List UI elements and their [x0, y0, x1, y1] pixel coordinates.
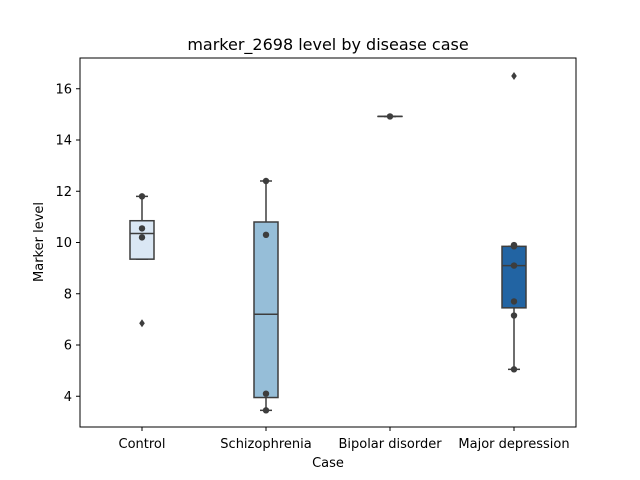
- box-group: [129, 193, 155, 328]
- y-axis-label: Marker level: [32, 202, 47, 282]
- x-tick-label: Control: [119, 437, 166, 452]
- plot-area: [129, 71, 527, 414]
- data-point: [510, 366, 518, 373]
- y-tick-label: 10: [55, 236, 72, 251]
- data-point: [510, 312, 518, 319]
- y-tick-label: 12: [55, 185, 72, 200]
- x-axis-label: Case: [312, 456, 344, 471]
- data-point: [386, 113, 394, 120]
- data-point: [510, 298, 518, 305]
- y-tick-label: 14: [55, 134, 72, 149]
- x-tick-label: Bipolar disorder: [338, 437, 442, 452]
- box-body: [253, 221, 279, 399]
- data-point: [262, 231, 270, 239]
- data-point: [138, 193, 146, 200]
- y-tick-label: 4: [64, 390, 72, 405]
- outlier-marker: [139, 319, 145, 328]
- x-tick-label: Major depression: [458, 437, 569, 452]
- y-tick-label: 8: [64, 287, 72, 302]
- x-tick-label: Schizophrenia: [220, 437, 311, 452]
- data-point: [262, 177, 270, 185]
- y-tick-label: 6: [64, 339, 72, 354]
- data-point: [510, 262, 518, 269]
- y-tick-label: 16: [55, 82, 72, 97]
- data-point: [138, 234, 146, 241]
- data-point: [262, 390, 270, 397]
- box-group: [501, 71, 527, 373]
- data-point: [262, 407, 270, 414]
- chart-title: marker_2698 level by disease case: [187, 35, 468, 55]
- box-group: [377, 113, 403, 120]
- outlier-marker: [511, 71, 517, 80]
- box-group: [253, 177, 279, 414]
- data-point: [510, 243, 518, 250]
- data-point: [138, 225, 146, 232]
- y-axis: 4 6 8 10 12 14 16: [55, 82, 80, 405]
- x-axis: Control Schizophrenia Bipolar disorder Majo…: [119, 427, 570, 452]
